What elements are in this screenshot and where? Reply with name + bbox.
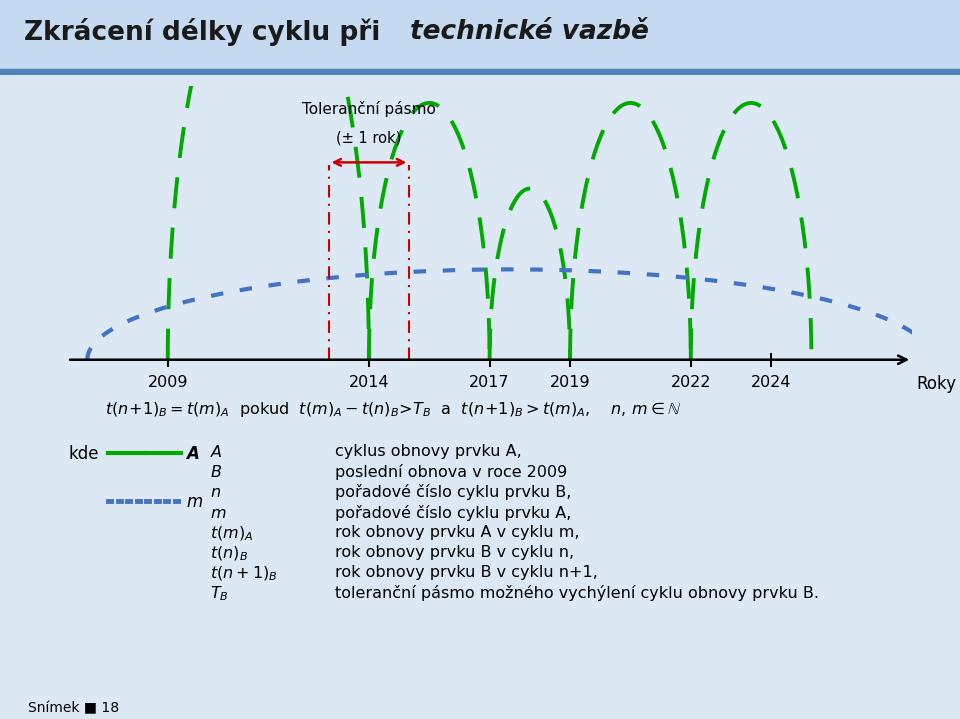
Text: $t(n)_B$: $t(n)_B$ (210, 544, 248, 563)
Text: rok obnovy prvku B v cyklu n+1,: rok obnovy prvku B v cyklu n+1, (335, 564, 598, 580)
Text: 2009: 2009 (148, 375, 188, 390)
Text: Zkrácení délky cyklu při: Zkrácení délky cyklu při (24, 18, 390, 46)
Text: $B$: $B$ (210, 464, 222, 482)
Text: pořadové číslo cyklu prvku B,: pořadové číslo cyklu prvku B, (335, 485, 571, 500)
Text: $t(m)_A$: $t(m)_A$ (210, 525, 253, 543)
Text: $t(n+1)_B$: $t(n+1)_B$ (210, 564, 277, 583)
Text: 2019: 2019 (550, 375, 590, 390)
Text: 2017: 2017 (469, 375, 510, 390)
Text: technické vazbě: technické vazbě (410, 19, 649, 45)
Text: $A$: $A$ (210, 444, 223, 462)
Text: (± 1 rok): (± 1 rok) (336, 131, 401, 146)
Text: poslední obnova v roce 2009: poslední obnova v roce 2009 (335, 464, 567, 480)
Text: Snímek ■ 18: Snímek ■ 18 (28, 701, 119, 715)
Bar (0, 70, 960, 75)
Text: $T_B$: $T_B$ (210, 585, 228, 603)
Text: $t(n\!+\!1)_B = t(m)_A$  pokud  $t(m)_A - t(n)_B\!>\!T_B$  a  $t(n\!+\!1)_B > t(: $t(n\!+\!1)_B = t(m)_A$ pokud $t(m)_A - … (105, 400, 682, 419)
Text: $m$: $m$ (210, 505, 227, 521)
Text: 2024: 2024 (751, 375, 791, 390)
Text: 2022: 2022 (670, 375, 711, 390)
Text: rok obnovy prvku A v cyklu m,: rok obnovy prvku A v cyklu m, (335, 525, 580, 539)
Text: Toleranční pásmo: Toleranční pásmo (302, 101, 436, 117)
Text: toleranční pásmo možného vychýlení cyklu obnovy prvku B.: toleranční pásmo možného vychýlení cyklu… (335, 585, 819, 600)
Text: cyklus obnovy prvku A,: cyklus obnovy prvku A, (335, 444, 521, 459)
Text: $n$: $n$ (210, 485, 221, 501)
Text: A: A (186, 445, 199, 463)
Text: 2014: 2014 (348, 375, 389, 390)
Text: pořadové číslo cyklu prvku A,: pořadové číslo cyklu prvku A, (335, 505, 571, 521)
Text: rok obnovy prvku B v cyklu n,: rok obnovy prvku B v cyklu n, (335, 544, 574, 559)
Text: kde: kde (68, 445, 99, 463)
Text: m: m (186, 493, 203, 511)
Text: Roky: Roky (916, 375, 956, 393)
